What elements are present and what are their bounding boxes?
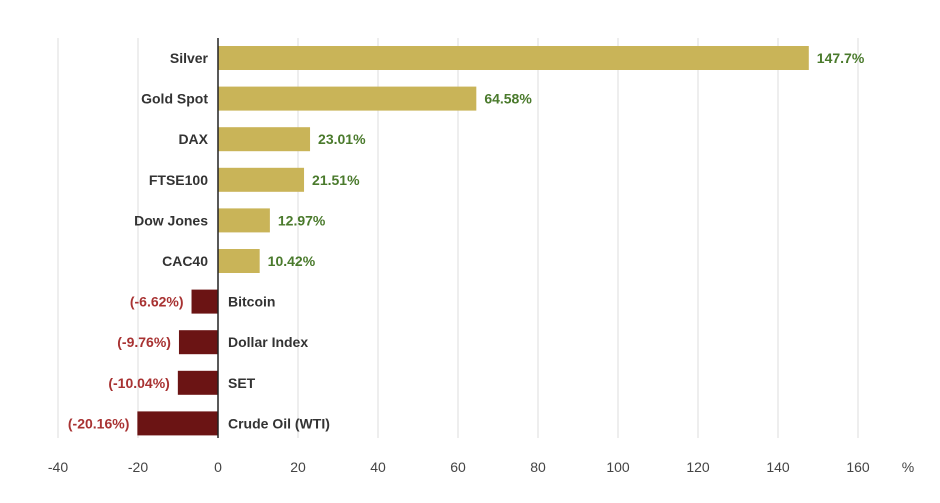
bar: [137, 411, 218, 436]
value-label: 23.01%: [318, 131, 366, 147]
x-tick-label: 140: [766, 459, 790, 475]
value-label: (-20.16%): [68, 415, 129, 431]
category-label: Gold Spot: [141, 91, 208, 107]
x-tick-label: 20: [290, 459, 306, 475]
labels: -40 -20 0 20 40 60 80 100 120 140 160 Silver 147.7% G…: [48, 50, 870, 475]
x-axis-unit-label: %: [902, 459, 914, 475]
x-tick-label: 60: [450, 459, 466, 475]
category-label: FTSE100: [149, 172, 208, 188]
category-label: Bitcoin: [228, 294, 275, 310]
x-tick-label: 80: [530, 459, 546, 475]
category-label: Dollar Index: [228, 334, 308, 350]
value-label: 147.7%: [817, 50, 865, 66]
bar: [218, 167, 305, 192]
bar: [178, 330, 218, 355]
value-label: 10.42%: [268, 253, 316, 269]
value-label: 21.51%: [312, 172, 360, 188]
category-label: Crude Oil (WTI): [228, 415, 330, 431]
category-label: CAC40: [162, 253, 208, 269]
category-label: DAX: [178, 131, 208, 147]
bars: [137, 46, 809, 436]
bar: [191, 289, 218, 314]
x-tick-label: 40: [370, 459, 386, 475]
bar: [218, 249, 260, 273]
value-label: 12.97%: [278, 212, 326, 228]
value-label: 64.58%: [484, 91, 532, 107]
value-label: (-6.62%): [130, 294, 184, 310]
x-tick-label: 160: [846, 459, 870, 475]
value-label: (-10.04%): [108, 375, 169, 391]
category-label: SET: [228, 375, 256, 391]
category-label: Silver: [170, 50, 209, 66]
bar: [177, 370, 218, 395]
bar: [218, 208, 270, 233]
x-tick-label: -40: [48, 459, 68, 475]
bar: [218, 46, 809, 70]
x-tick-label: 100: [606, 459, 630, 475]
category-label: Dow Jones: [134, 212, 208, 228]
value-label: (-9.76%): [117, 334, 171, 350]
bar: [218, 127, 311, 152]
x-tick-label: -20: [128, 459, 148, 475]
bar: [218, 86, 477, 111]
x-tick-label: 120: [686, 459, 710, 475]
x-tick-label: 0: [214, 459, 222, 475]
